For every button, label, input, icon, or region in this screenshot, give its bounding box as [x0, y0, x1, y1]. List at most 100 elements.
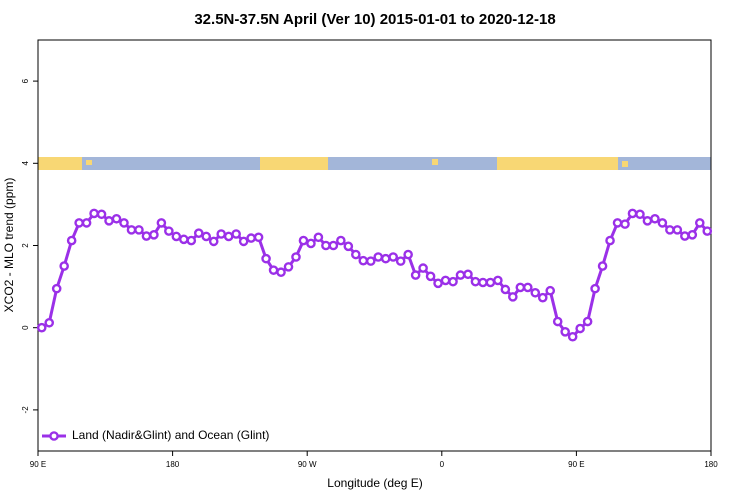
data-point: [395, 256, 406, 266]
land-band: [622, 161, 628, 167]
data-point: [680, 231, 690, 241]
data-point: [650, 213, 660, 224]
data-point: [111, 213, 122, 224]
data-point: [687, 230, 698, 240]
data-point: [582, 316, 593, 327]
land-band: [432, 159, 438, 165]
data-point: [365, 256, 376, 266]
x-tick-label: 90 W: [298, 460, 317, 469]
land-band: [38, 157, 82, 170]
data-point: [298, 235, 309, 246]
data-point: [283, 262, 294, 272]
y-axis-label: XCO2 - MLO trend (ppm): [2, 178, 16, 313]
data-point: [672, 225, 683, 235]
y-tick-label: -2: [21, 406, 30, 414]
data-point: [590, 283, 600, 294]
legend-label: Land (Nadir&Glint) and Ocean (Glint): [72, 428, 269, 442]
data-point: [238, 236, 249, 247]
data-point: [403, 249, 413, 260]
data-point: [179, 234, 189, 245]
x-tick-label: 180: [704, 460, 718, 469]
data-point: [642, 216, 653, 226]
data-point: [425, 271, 436, 282]
data-point: [186, 235, 197, 246]
data-point: [51, 283, 62, 294]
data-point: [351, 249, 361, 260]
data-point: [336, 235, 346, 246]
legend: Land (Nadir&Glint) and Ocean (Glint): [42, 428, 269, 442]
data-point: [545, 285, 556, 296]
data-point: [321, 240, 331, 251]
data-point: [261, 253, 271, 264]
data-point: [36, 322, 47, 333]
data-point: [620, 219, 630, 229]
data-point: [126, 225, 137, 235]
data-point: [246, 233, 256, 243]
data-point: [201, 231, 212, 242]
land-band: [260, 157, 328, 170]
data-point: [410, 270, 421, 280]
x-axis-label: Longitude (deg E): [327, 476, 422, 490]
data-point: [291, 252, 301, 262]
legend-marker: [49, 431, 59, 441]
data-point: [223, 231, 234, 242]
data-point: [216, 229, 227, 239]
data-point: [463, 269, 473, 280]
data-point: [134, 225, 144, 235]
data-point: [440, 275, 451, 286]
data-point: [164, 226, 174, 236]
data-point: [193, 228, 204, 238]
data-point: [493, 275, 503, 286]
data-point: [522, 282, 533, 293]
data-point: [208, 236, 219, 247]
data-point: [328, 240, 339, 251]
data-point: [470, 276, 481, 287]
y-tick-label: 0: [21, 325, 30, 330]
y-tick-label: 6: [21, 78, 30, 83]
data-point: [508, 292, 518, 302]
data-point: [268, 265, 279, 275]
data-point: [380, 253, 391, 264]
land-band: [497, 157, 618, 170]
data-point: [665, 225, 675, 235]
data-point: [635, 209, 645, 220]
data-point: [313, 232, 324, 243]
x-tick-label: 180: [166, 460, 180, 469]
data-point: [485, 277, 496, 288]
data-point: [418, 263, 428, 273]
data-point: [657, 218, 668, 228]
data-point: [171, 231, 182, 242]
data-point: [104, 216, 114, 226]
data-point: [694, 218, 705, 228]
data-point: [81, 218, 92, 228]
x-tick-label: 0: [440, 460, 445, 469]
data-point: [605, 235, 615, 246]
data-point: [44, 317, 55, 328]
data-point: [515, 282, 526, 293]
data-point: [276, 267, 286, 278]
data-point: [530, 287, 541, 298]
data-point: [612, 218, 623, 228]
data-point: [702, 226, 713, 236]
chart-title: 32.5N-37.5N April (Ver 10) 2015-01-01 to…: [194, 11, 555, 28]
land-ocean-strip: [38, 157, 711, 170]
data-point: [448, 276, 458, 287]
data-point: [373, 252, 384, 262]
data-point: [552, 316, 563, 327]
y-tick-label: 4: [21, 161, 30, 166]
data-point: [358, 255, 369, 266]
data-point: [575, 323, 585, 334]
x-tick-label: 90 E: [30, 460, 46, 469]
data-point: [74, 218, 84, 228]
data-point: [560, 327, 570, 337]
data-point: [119, 218, 129, 228]
x-tick-label: 90 E: [568, 460, 584, 469]
data-point: [141, 231, 152, 241]
data-point: [500, 284, 511, 295]
data-point: [156, 218, 167, 228]
data-point: [66, 235, 77, 246]
data-point: [343, 241, 354, 252]
data-point: [388, 252, 398, 262]
data-point: [253, 232, 264, 243]
